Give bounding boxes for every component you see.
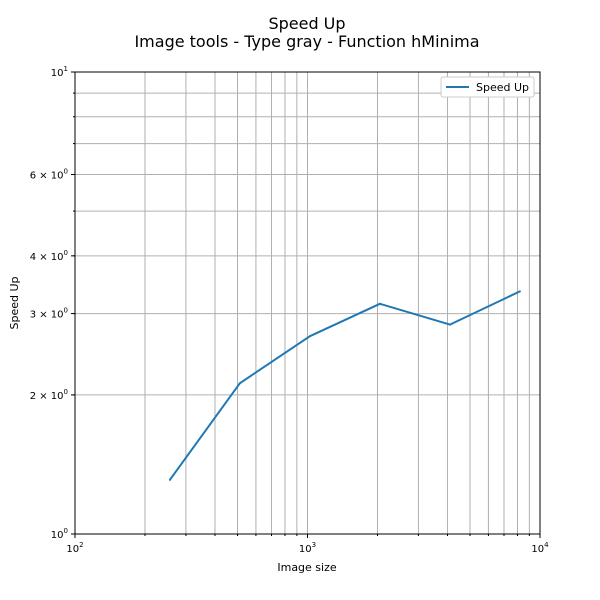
y-tick-label: 4 × 100 — [30, 249, 68, 263]
y-tick-label: 101 — [51, 65, 68, 79]
y-tick-label: 3 × 100 — [30, 307, 68, 321]
grid — [75, 72, 540, 534]
y-tick-label: 2 × 100 — [30, 388, 68, 402]
legend-box — [440, 76, 535, 98]
series-layer — [168, 290, 521, 481]
data-point — [518, 290, 521, 293]
legend-label-speed-up: Speed Up — [476, 81, 529, 94]
data-point — [168, 478, 171, 481]
x-axis-label: Image size — [277, 561, 337, 574]
x-tick-label: 104 — [531, 541, 549, 555]
y-tick-label: 6 × 100 — [30, 167, 68, 181]
data-point — [448, 323, 451, 326]
data-point — [378, 302, 381, 305]
y-axis-label: Speed Up — [8, 276, 21, 329]
plot-frame — [74, 71, 541, 535]
data-point — [238, 382, 241, 385]
x-tick-label: 102 — [66, 541, 83, 555]
x-tick-label: 103 — [299, 541, 316, 555]
series-line-0 — [169, 290, 521, 481]
chart-title: Speed Up — [268, 14, 345, 33]
legend: Speed Up — [440, 76, 535, 98]
data-point — [308, 335, 311, 338]
axis-ticks: 102 103 104 100 2 × 100 3 × 100 4 × 100 6 × 100… — [30, 65, 549, 555]
chart-subtitle: Image tools - Type gray - Function hMini… — [134, 32, 479, 51]
y-tick-label: 100 — [51, 527, 68, 541]
